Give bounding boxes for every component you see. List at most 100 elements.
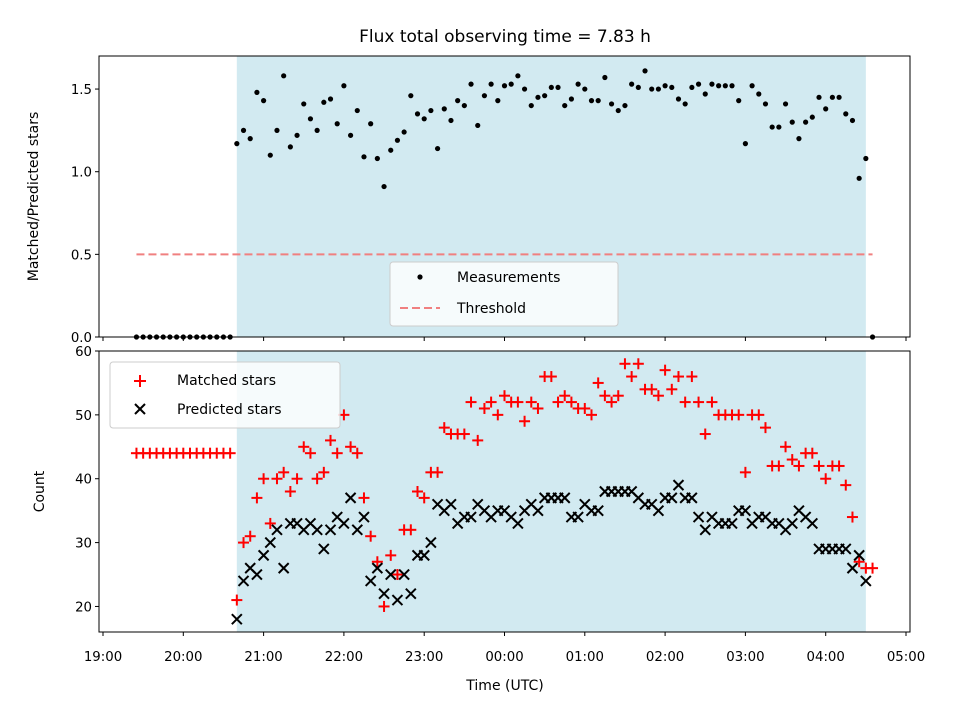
measurement-point — [394, 137, 401, 143]
matched-star-point — [418, 492, 430, 504]
matched-star-point — [599, 390, 611, 402]
measurement-point — [695, 81, 702, 87]
measurement-point — [421, 116, 427, 122]
matched-star-point — [291, 473, 303, 485]
bottom-y-ticks: 20 30 40 50 60 — [75, 345, 99, 615]
measurement-point — [535, 94, 541, 100]
predicted-star-point — [465, 511, 477, 523]
measurement-point — [461, 102, 467, 109]
measurement-point — [495, 98, 501, 104]
matched-star-point — [519, 415, 531, 427]
matched-star-point — [258, 473, 270, 485]
measurement-point — [468, 81, 474, 87]
matched-star-point — [244, 530, 256, 542]
predicted-star-point — [231, 613, 243, 625]
matched-star-point — [686, 371, 698, 383]
measurement-point — [803, 119, 809, 125]
measurements-points — [133, 68, 876, 340]
matched-star-point — [585, 409, 597, 421]
matched-star-point — [284, 486, 296, 497]
matched-star-point — [626, 371, 638, 383]
measurement-point — [742, 141, 749, 147]
measurement-point — [555, 84, 561, 91]
predicted-star-point — [846, 562, 859, 574]
legend-measurements-marker — [417, 274, 423, 280]
measurement-point — [568, 96, 575, 102]
matched-star-point — [478, 402, 490, 414]
measurement-point — [254, 89, 260, 95]
matched-star-point — [666, 383, 678, 395]
predicted-star-point — [277, 562, 290, 574]
measurement-point — [776, 124, 782, 130]
matched-star-point — [432, 466, 444, 478]
measurement-point — [655, 86, 662, 92]
measurement-point — [448, 117, 454, 124]
measurement-point — [341, 83, 347, 89]
matched-star-point — [579, 402, 591, 414]
matched-star-point — [492, 409, 504, 421]
measurement-point — [307, 116, 314, 122]
matched-star-point — [318, 466, 330, 478]
predicted-star-point — [739, 504, 752, 517]
matched-star-point — [659, 364, 671, 376]
predicted-star-point — [692, 511, 705, 523]
measurement-point — [809, 114, 815, 120]
predicted-star-point — [840, 543, 852, 555]
measurement-point — [455, 98, 461, 104]
top-y-tick-label: 0.5 — [71, 248, 92, 263]
matched-star-point — [646, 383, 658, 395]
matched-star-point — [385, 549, 397, 561]
predicted-star-point — [385, 568, 397, 581]
bottom-x-tick-label: 00:00 — [485, 650, 523, 665]
matched-star-point — [271, 473, 283, 485]
matched-star-point — [405, 524, 417, 536]
measurement-point — [595, 98, 601, 104]
measurement-point — [608, 101, 615, 107]
matched-star-point — [813, 460, 825, 472]
measurement-point — [662, 83, 668, 89]
measurement-point — [428, 107, 434, 114]
predicted-star-point — [559, 492, 571, 504]
matched-star-point — [786, 454, 798, 466]
matched-star-point — [699, 428, 711, 440]
bottom-x-tick-label: 03:00 — [726, 650, 764, 665]
matched-star-point — [672, 371, 684, 383]
predicted-star-point — [512, 517, 524, 530]
measurement-point — [408, 93, 414, 99]
measurement-point — [481, 93, 488, 99]
matched-star-point — [525, 396, 537, 408]
measurement-point — [582, 86, 588, 92]
measurement-point — [829, 94, 835, 100]
measurement-point — [247, 136, 253, 142]
predicted-star-point — [672, 479, 685, 491]
predicted-star-point — [853, 549, 865, 562]
measurement-point — [234, 141, 240, 147]
matched-star-point — [465, 396, 477, 408]
predicted-star-point — [338, 517, 350, 530]
measurement-point — [588, 98, 595, 104]
bottom-x-ticks: 19:00 20:00 21:00 22:00 23:00 00:00 01:00 02:00… — [84, 632, 925, 665]
matched-star-point — [472, 434, 484, 446]
predicted-star-point — [726, 517, 738, 530]
matched-star-point — [512, 396, 524, 408]
measurement-point — [240, 127, 247, 133]
matched-star-point — [371, 556, 383, 568]
measurement-point — [287, 144, 293, 150]
measurement-point — [354, 107, 360, 114]
predicted-star-point — [532, 504, 544, 517]
predicted-star-point — [699, 524, 711, 536]
measurement-point — [762, 101, 769, 107]
bottom-observing-span — [236, 351, 866, 632]
matched-star-point — [224, 447, 236, 459]
measurement-point — [401, 129, 407, 135]
measurement-point — [736, 98, 742, 104]
measurement-point — [602, 74, 608, 81]
matched-star-point — [438, 422, 450, 434]
matched-star-point — [325, 434, 337, 446]
measurement-point — [856, 175, 862, 181]
matched-star-point — [606, 396, 618, 408]
measurement-point — [542, 93, 548, 99]
measurement-point — [501, 83, 508, 89]
measurement-point — [434, 145, 441, 152]
